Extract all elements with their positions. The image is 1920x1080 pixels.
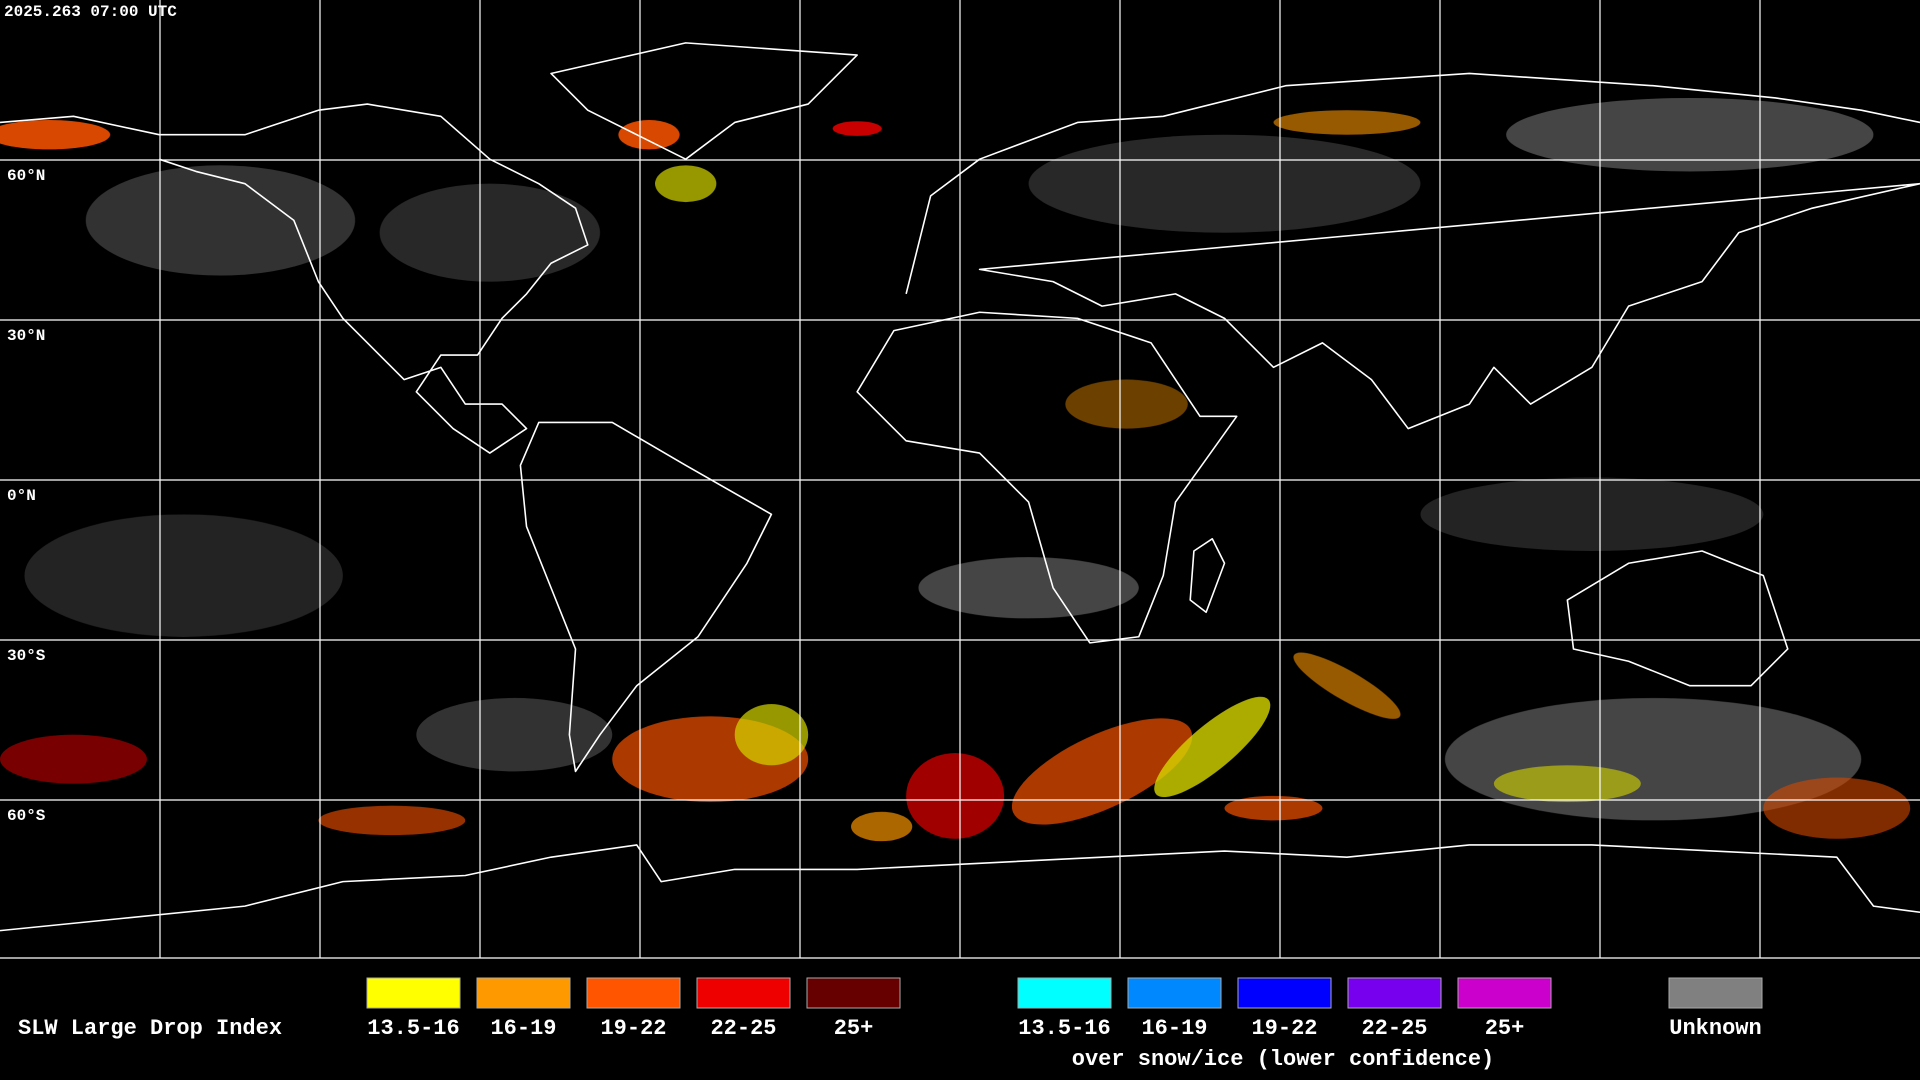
coastline — [519, 421, 773, 773]
legend-swatch — [366, 977, 461, 1009]
patch — [1224, 795, 1323, 821]
patch — [85, 165, 356, 276]
legend-swatch — [1237, 977, 1332, 1009]
map-layer — [0, 42, 1920, 932]
patch — [1506, 97, 1874, 172]
legend-swatch — [1668, 977, 1763, 1009]
latitude-label: 30°N — [7, 327, 45, 345]
legend-label: 25+ — [834, 1016, 874, 1041]
patch — [832, 121, 882, 136]
coastline — [1189, 537, 1226, 614]
legend-label: 22-25 — [1361, 1016, 1427, 1041]
patch — [1065, 379, 1188, 429]
patch — [918, 557, 1139, 619]
patch — [1420, 477, 1764, 552]
coastline — [0, 844, 1920, 932]
patch — [1154, 696, 1271, 798]
patch — [1293, 652, 1401, 719]
coastline — [856, 311, 1238, 644]
legend-label: 16-19 — [490, 1016, 556, 1041]
legend-title: SLW Large Drop Index — [18, 1016, 282, 1041]
coastline — [905, 72, 1920, 430]
legend-label: 22-25 — [710, 1016, 776, 1041]
legend-label: 19-22 — [600, 1016, 666, 1041]
patch — [851, 811, 913, 842]
legend-swatch — [586, 977, 681, 1009]
legend: SLW Large Drop Index 13.5-16 16-19 19-22 22-… — [18, 977, 1763, 1072]
legend-caption: over snow/ice (lower confidence) — [1072, 1047, 1494, 1072]
legend-swatch — [1127, 977, 1222, 1009]
latitude-label: 60°N — [7, 167, 45, 185]
patch — [1763, 777, 1911, 839]
patch — [1028, 134, 1421, 233]
legend-swatch — [696, 977, 791, 1009]
legend-swatch — [1457, 977, 1552, 1009]
patch — [24, 514, 343, 637]
legend-swatch — [1017, 977, 1112, 1009]
patch — [379, 183, 601, 282]
legend-swatch — [476, 977, 571, 1009]
legend-label: 13.5-16 — [1018, 1016, 1110, 1041]
latitude-label: 0°N — [7, 487, 36, 505]
latitude-label: 30°S — [7, 647, 46, 665]
coastline — [0, 103, 589, 454]
legend-label: Unknown — [1669, 1016, 1761, 1041]
timestamp: 2025.263 07:00 UTC — [4, 3, 177, 21]
legend-swatch — [1347, 977, 1442, 1009]
legend-label: 19-22 — [1251, 1016, 1317, 1041]
patch — [0, 120, 111, 150]
patch — [618, 120, 680, 150]
cloud-patches — [0, 97, 1911, 842]
coastline — [1566, 550, 1789, 687]
legend-label: 16-19 — [1141, 1016, 1207, 1041]
patch — [1011, 718, 1193, 825]
legend-label: 25+ — [1485, 1016, 1525, 1041]
patch — [416, 697, 613, 772]
coastline — [550, 42, 858, 160]
patch — [655, 165, 717, 203]
patch — [734, 704, 809, 766]
patch — [318, 805, 466, 836]
patch — [0, 734, 147, 784]
patch — [1273, 110, 1421, 135]
map: 60°N 30°N 0°N 30°S 60°S — [0, 0, 1920, 959]
patch — [1493, 765, 1641, 803]
latitude-label: 60°S — [7, 807, 46, 825]
patch — [906, 753, 1005, 839]
legend-swatch — [806, 977, 901, 1009]
legend-label: 13.5-16 — [367, 1016, 459, 1041]
